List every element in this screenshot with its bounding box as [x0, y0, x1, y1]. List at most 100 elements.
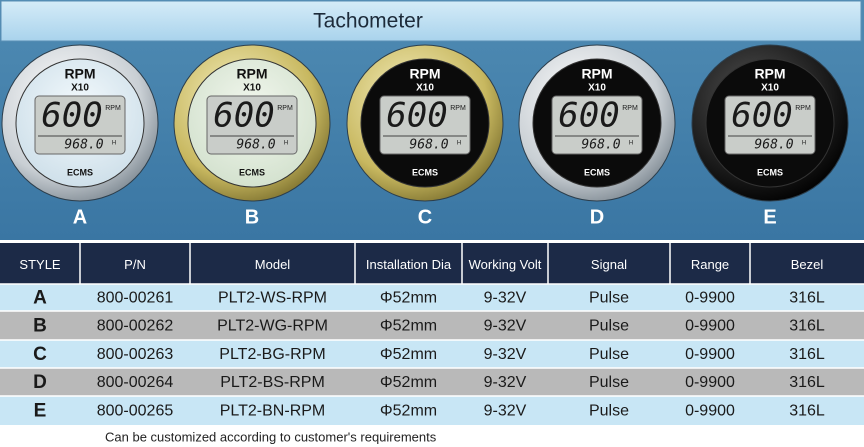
lcd-reading: 600: [558, 96, 619, 136]
lcd-reading: 600: [41, 96, 102, 136]
title: Tachometer: [313, 10, 423, 33]
gauge-multiplier: X10: [71, 83, 89, 94]
table-cell: 316L: [789, 346, 825, 363]
lcd-screen: [34, 95, 126, 155]
table-cell: PLT2-WS-RPM: [218, 290, 327, 307]
table-cell: 800-00264: [97, 374, 174, 391]
table-cell: Pulse: [589, 403, 629, 420]
lcd-reading-unit: RPM: [795, 105, 811, 112]
column-header: Range: [691, 257, 729, 272]
header-row: [0, 243, 864, 284]
lcd-reading-unit: RPM: [622, 105, 638, 112]
table-row: [0, 311, 864, 340]
gauge-letter: A: [73, 206, 87, 228]
lcd-screen: [724, 95, 816, 155]
style-letter: D: [33, 372, 47, 393]
table-cell: 9-32V: [484, 403, 527, 420]
lcd-screen: [379, 95, 471, 155]
table-cell: Pulse: [589, 290, 629, 307]
table-cell: 0-9900: [685, 318, 735, 335]
lcd-hours-unit: H: [112, 141, 116, 147]
table-cell: PLT2-BN-RPM: [220, 403, 326, 420]
column-header: Model: [255, 257, 291, 272]
gauge-label: RPM: [236, 66, 267, 82]
table-cell: Pulse: [589, 374, 629, 391]
table-cell: 0-9900: [685, 346, 735, 363]
table-cell: 800-00265: [97, 403, 174, 420]
column-header: P/N: [124, 257, 146, 272]
lcd-reading-unit: RPM: [450, 105, 466, 112]
table-cell: Φ52mm: [380, 318, 437, 335]
table-row: [0, 368, 864, 396]
table-row: [0, 284, 864, 311]
style-letter: C: [33, 344, 47, 365]
gauge-label: RPM: [754, 66, 785, 82]
column-header: Signal: [591, 257, 627, 272]
table-cell: Pulse: [589, 346, 629, 363]
gauge-label: RPM: [64, 66, 95, 82]
table-cell: 9-32V: [484, 374, 527, 391]
gauge-brand: ECMS: [757, 167, 783, 177]
gauge-brand: ECMS: [412, 167, 438, 177]
gauge-brand: ECMS: [584, 167, 610, 177]
style-letter: B: [33, 316, 47, 337]
lcd-hours: 968.0: [236, 138, 275, 153]
gauge-letter: D: [590, 206, 604, 228]
table-row: [0, 396, 864, 425]
table-cell: PLT2-BG-RPM: [219, 346, 325, 363]
lcd-screen: [206, 95, 298, 155]
table-cell: Pulse: [589, 318, 629, 335]
column-header: Installation Dia: [366, 257, 452, 272]
gauge-letter: C: [418, 206, 432, 228]
table-cell: 800-00261: [97, 290, 174, 307]
lcd-reading-unit: RPM: [277, 105, 293, 112]
gauge-multiplier: X10: [416, 83, 434, 94]
lcd-hours-unit: H: [457, 141, 461, 147]
lcd-reading-unit: RPM: [105, 105, 121, 112]
table-cell: 800-00262: [97, 318, 174, 335]
gauge-multiplier: X10: [243, 83, 261, 94]
style-letter: A: [33, 288, 47, 309]
lcd-reading: 600: [386, 96, 447, 136]
column-header: Working Volt: [469, 257, 542, 272]
table-cell: 9-32V: [484, 290, 527, 307]
lcd-hours-unit: H: [802, 141, 806, 147]
table-cell: 9-32V: [484, 318, 527, 335]
table-cell: 0-9900: [685, 374, 735, 391]
table-cell: 316L: [789, 374, 825, 391]
table-cell: 316L: [789, 403, 825, 420]
lcd-hours: 968.0: [64, 138, 103, 153]
gauge-multiplier: X10: [588, 83, 606, 94]
table-cell: Φ52mm: [380, 374, 437, 391]
lcd-reading: 600: [731, 96, 792, 136]
lcd-hours: 968.0: [754, 138, 793, 153]
table-cell: PLT2-BS-RPM: [220, 374, 325, 391]
gauge-multiplier: X10: [761, 83, 779, 94]
table-cell: 316L: [789, 318, 825, 335]
gauge-label: RPM: [409, 66, 440, 82]
lcd-hours: 968.0: [409, 138, 448, 153]
gauge-brand: ECMS: [239, 167, 265, 177]
gauge-label: RPM: [581, 66, 612, 82]
gauge-letter: B: [245, 206, 259, 228]
lcd-screen: [551, 95, 643, 155]
table-cell: Φ52mm: [380, 346, 437, 363]
footer-note: Can be customized according to customer'…: [105, 429, 437, 444]
spec-table: STYLE P/N Model Installation Dia Working Vol…: [0, 243, 864, 425]
table-cell: 316L: [789, 290, 825, 307]
column-header: Bezel: [791, 257, 824, 272]
style-letter: E: [34, 401, 47, 422]
lcd-hours-unit: H: [284, 141, 288, 147]
lcd-reading: 600: [213, 96, 274, 136]
table-cell: 0-9900: [685, 290, 735, 307]
lcd-hours-unit: H: [629, 141, 633, 147]
table-row: [0, 340, 864, 368]
table-cell: 9-32V: [484, 346, 527, 363]
